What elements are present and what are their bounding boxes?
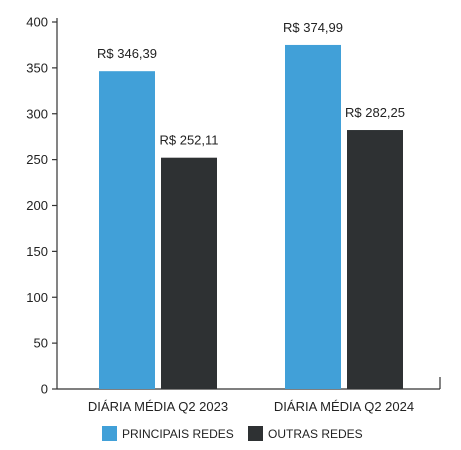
y-tick-label: 50 [34, 336, 48, 351]
bar-outras-redes [347, 130, 403, 389]
bars [99, 44, 403, 390]
data-label: R$ 252,11 [159, 133, 218, 148]
bar-principais-redes [285, 44, 341, 389]
bar-principais-redes [99, 71, 155, 390]
y-tick-label: 350 [26, 60, 48, 75]
data-labels: R$ 346,39 R$ 374,99 R$ 252,11 R$ 282,25 [97, 20, 405, 148]
y-tick-label: 150 [26, 244, 48, 259]
data-label: R$ 282,25 [345, 105, 405, 120]
y-tick-label: 100 [26, 290, 48, 305]
bar-outras-redes [161, 157, 217, 389]
category-label: DIÁRIA MÉDIA Q2 2023 [88, 399, 228, 414]
legend-label-outras-redes: OUTRAS REDES [268, 427, 363, 441]
y-tick-label: 250 [26, 152, 48, 167]
data-label: R$ 346,39 [97, 46, 157, 61]
axes: 0 50 100 150 200 250 300 350 400 DIÁRIA MÉDIA Q2 … [26, 15, 441, 414]
legend-swatch-outras-redes [248, 426, 263, 441]
legend-swatch-principais-redes [102, 426, 117, 441]
data-label: R$ 374,99 [283, 20, 343, 35]
category-label: DIÁRIA MÉDIA Q2 2024 [274, 399, 414, 414]
y-tick-label: 400 [26, 15, 48, 30]
y-tick-label: 200 [26, 198, 48, 213]
legend: PRINCIPAIS REDES OUTRAS REDES [102, 426, 363, 441]
y-tick-label: 0 [41, 382, 48, 397]
y-tick-label: 300 [26, 106, 48, 121]
legend-label-principais-redes: PRINCIPAIS REDES [122, 427, 234, 441]
